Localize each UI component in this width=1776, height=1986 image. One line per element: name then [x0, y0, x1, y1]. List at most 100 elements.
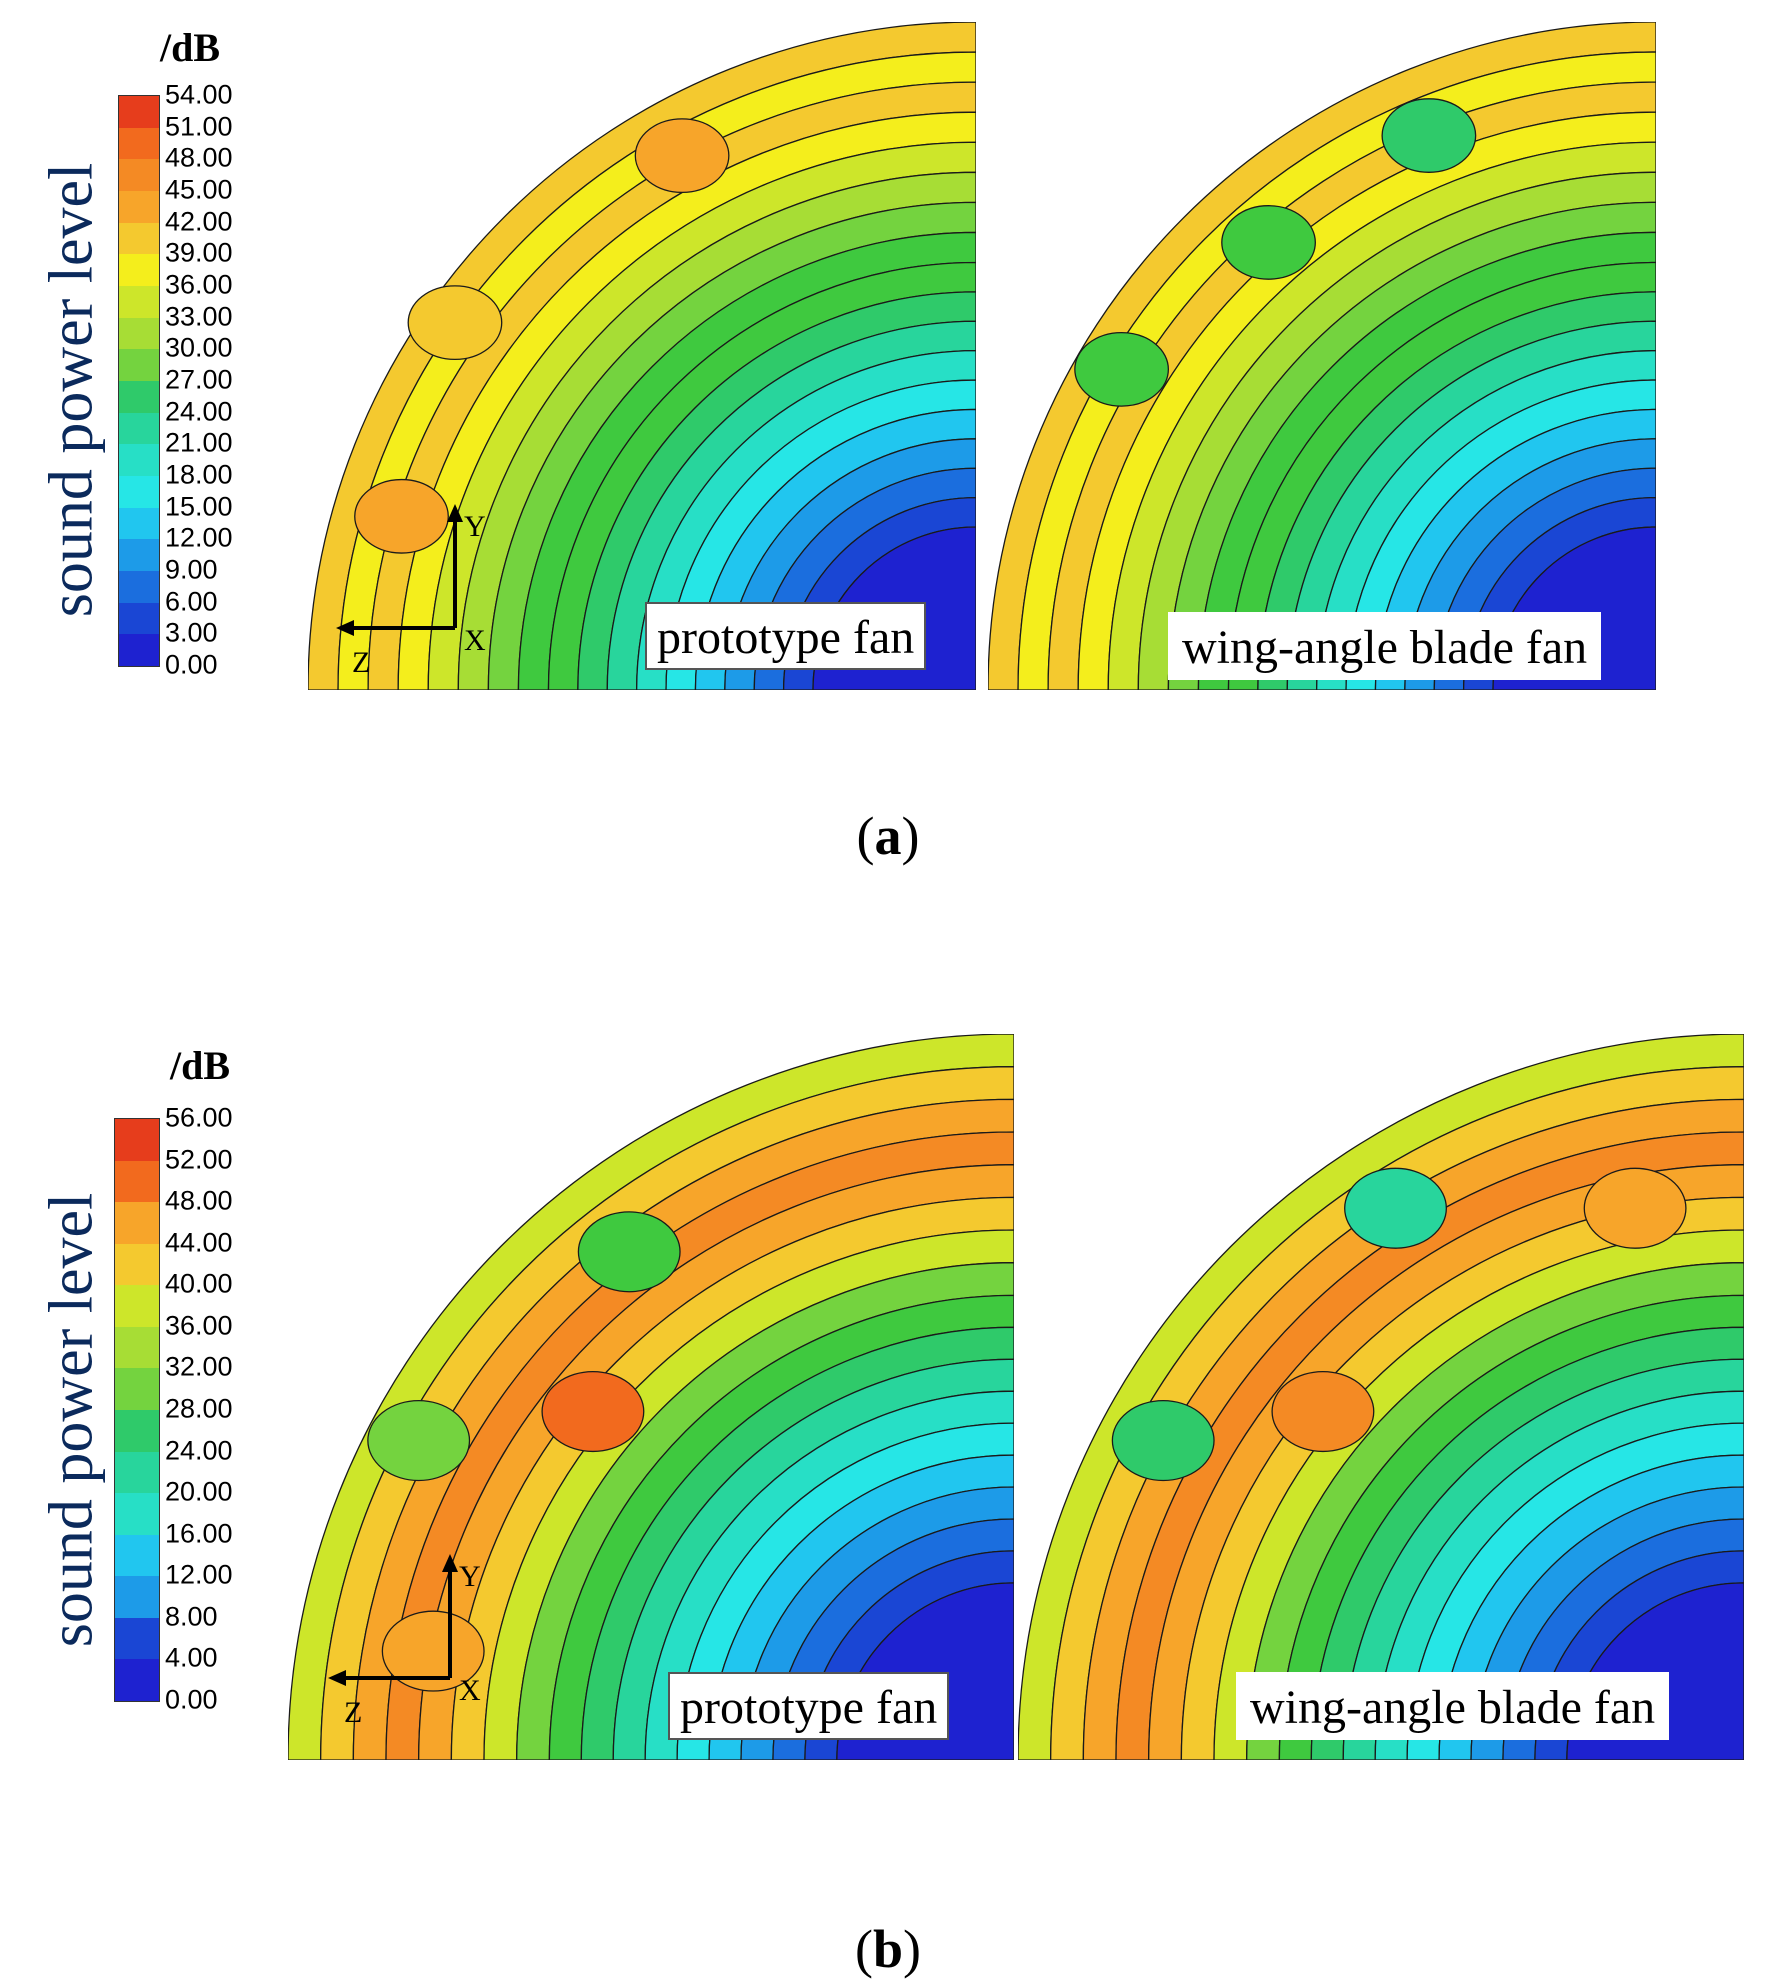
colorbar-tick-label: 44.00: [165, 1227, 233, 1258]
colorbar-tick-label: 8.00: [165, 1601, 218, 1632]
colorbar-segment: [115, 1493, 159, 1535]
colorbar-segment: [115, 1617, 159, 1660]
colorbar-tick-label: 42.00: [165, 206, 233, 237]
colorbar-segment: [119, 444, 159, 476]
contour-map-wing-angle: [1018, 1034, 1744, 1760]
colorbar-tick-label: 21.00: [165, 427, 233, 458]
colorbar-tick-label: 36.00: [165, 1310, 233, 1341]
colorbar-tick-label: 9.00: [165, 554, 218, 585]
colorbar-tick-label: 30.00: [165, 332, 233, 363]
colorbar-segment: [115, 1160, 159, 1203]
colorbar-tick-label: 52.00: [165, 1144, 233, 1175]
axis-y-label: Y: [459, 1560, 481, 1593]
colorbar-tick-label: 36.00: [165, 269, 233, 300]
contour-extremum: [1221, 205, 1316, 280]
colorbar-segment: [119, 254, 159, 286]
colorbar-ticks: 54.00 51.00 48.00 45.00 42.00 39.00 36.00 33.00…: [165, 81, 275, 678]
colorbar-segment: [115, 1368, 159, 1410]
colorbar-segment: [115, 1576, 159, 1618]
colorbar-segment: [119, 159, 159, 191]
colorbar-tick-label: 54.00: [165, 79, 233, 110]
contour-extremum: [381, 1610, 485, 1692]
colorbar-tick-label: 24.00: [165, 1435, 233, 1466]
colorbar-tick-label: 39.00: [165, 237, 233, 268]
colorbar-tick-label: 18.00: [165, 459, 233, 490]
colorbar: [114, 1118, 160, 1702]
colorbar-segment: [119, 475, 159, 508]
colorbar-tick-label: 45.00: [165, 174, 233, 205]
axis-x-label: X: [464, 624, 486, 657]
colorbar-tick-label: 0.00: [165, 1684, 218, 1715]
colorbar-segment: [115, 1409, 159, 1452]
colorbar-tick-label: 4.00: [165, 1642, 218, 1673]
colorbar-tick-label: 40.00: [165, 1268, 233, 1299]
colorbar-segment: [115, 1659, 159, 1701]
contour-extremum: [367, 1399, 471, 1482]
contour-extremum: [1111, 1399, 1215, 1482]
y-axis-label-text: sound power level: [37, 162, 106, 618]
colorbar-tick-label: 51.00: [165, 111, 233, 142]
colorbar: [118, 95, 160, 667]
map-label-prototype: prototype fan: [668, 1672, 950, 1740]
colorbar-segment: [119, 602, 159, 635]
coordinate-axes: Y X Z: [328, 1554, 481, 1729]
colorbar-segment: [119, 349, 159, 381]
caption-a: (a): [856, 806, 920, 866]
colorbar-tick-label: 24.00: [165, 396, 233, 427]
colorbar-segment: [119, 570, 159, 603]
colorbar-segment: [115, 1202, 159, 1244]
contour-map-wing-angle: [988, 22, 1656, 690]
panel-a: sound power level /dB 54.00 51.00 48.00 45.…: [0, 0, 1776, 760]
colorbar-segment: [119, 507, 159, 540]
colorbar-ticks: 56.00 52.00 48.00 44.00 40.00 36.00 32.00 28.00…: [165, 1104, 275, 1713]
axis-z-label: Z: [344, 1696, 362, 1729]
colorbar-tick-label: 33.00: [165, 301, 233, 332]
colorbar-tick-label: 32.00: [165, 1351, 233, 1382]
colorbar-tick-label: 48.00: [165, 1185, 233, 1216]
contour-extremum: [577, 1211, 681, 1293]
contour-extremum: [1074, 331, 1170, 407]
colorbar-tick-label: 15.00: [165, 491, 233, 522]
contour-extremum: [407, 285, 503, 360]
axis-y-label: Y: [464, 510, 486, 543]
colorbar-unit: /dB: [170, 1043, 231, 1088]
colorbar-segment: [115, 1451, 159, 1494]
coordinate-axes: Y X Z: [336, 504, 486, 679]
caption-b: (b): [854, 1919, 921, 1979]
y-axis-label-text: sound power level: [37, 1192, 106, 1648]
colorbar-segment: [119, 539, 159, 571]
colorbar-tick-label: 56.00: [165, 1102, 233, 1133]
caption-b-letter: b: [872, 1919, 904, 1979]
contour-extremum: [354, 478, 449, 554]
caption-a-letter: a: [874, 806, 902, 866]
colorbar-tick-label: 48.00: [165, 142, 233, 173]
contour-extremum: [1583, 1167, 1687, 1249]
colorbar-segment: [119, 412, 159, 445]
colorbar-segment: [115, 1285, 159, 1327]
colorbar-unit: /dB: [160, 25, 221, 70]
colorbar-segment: [119, 285, 159, 318]
colorbar-tick-label: 6.00: [165, 586, 218, 617]
colorbar-segment: [119, 190, 159, 223]
colorbar-tick-label: 20.00: [165, 1476, 233, 1507]
colorbar-tick-label: 12.00: [165, 1559, 233, 1590]
colorbar-tick-label: 0.00: [165, 649, 218, 680]
axis-z-label: Z: [352, 646, 370, 679]
map-label-wing-angle: wing-angle blade fan: [1168, 612, 1602, 680]
colorbar-segment: [115, 1119, 159, 1161]
colorbar-segment: [115, 1534, 159, 1577]
colorbar-segment: [119, 380, 159, 413]
contour-extremum: [541, 1370, 645, 1453]
axis-x-label: X: [459, 1674, 481, 1707]
colorbar-segment: [115, 1243, 159, 1286]
map-label-wing-angle: wing-angle blade fan: [1236, 1672, 1670, 1740]
colorbar-segment: [119, 96, 159, 128]
contour-extremum: [1271, 1370, 1375, 1453]
colorbar-segment: [115, 1326, 159, 1369]
panel-b: sound power level /dB 56.00 52.00 48.00 44.…: [0, 1020, 1776, 1780]
colorbar-segment: [119, 317, 159, 350]
contour-extremum: [634, 118, 730, 193]
colorbar-tick-label: 3.00: [165, 617, 218, 648]
colorbar-tick-label: 12.00: [165, 522, 233, 553]
map-label-prototype: prototype fan: [645, 602, 927, 670]
